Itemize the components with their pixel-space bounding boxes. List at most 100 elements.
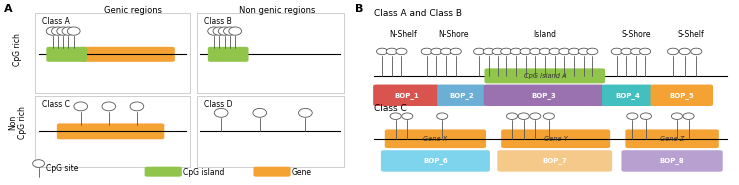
Text: N-Shore: N-Shore — [438, 30, 469, 39]
Ellipse shape — [390, 113, 401, 120]
Text: BOP_1: BOP_1 — [394, 92, 419, 99]
Ellipse shape — [667, 48, 678, 55]
FancyBboxPatch shape — [57, 123, 164, 139]
Text: A: A — [4, 4, 12, 14]
Text: CpG Island A: CpG Island A — [523, 73, 566, 79]
Ellipse shape — [640, 113, 652, 120]
Ellipse shape — [299, 108, 313, 117]
Ellipse shape — [539, 48, 551, 55]
Ellipse shape — [639, 48, 650, 55]
Text: Class C: Class C — [42, 100, 70, 109]
Text: BOP_4: BOP_4 — [615, 92, 640, 99]
Ellipse shape — [229, 27, 242, 35]
Ellipse shape — [500, 48, 512, 55]
Ellipse shape — [611, 48, 622, 55]
FancyBboxPatch shape — [602, 85, 653, 106]
Ellipse shape — [691, 48, 702, 55]
Ellipse shape — [518, 113, 529, 120]
Text: Class B: Class B — [204, 17, 231, 26]
Ellipse shape — [47, 27, 59, 35]
Text: N-Shelf: N-Shelf — [389, 30, 418, 39]
FancyBboxPatch shape — [621, 150, 723, 172]
FancyBboxPatch shape — [497, 150, 612, 172]
Text: BOP_8: BOP_8 — [660, 157, 684, 164]
Ellipse shape — [57, 27, 69, 35]
Text: S-Shelf: S-Shelf — [677, 30, 704, 39]
Text: S-Shore: S-Shore — [621, 30, 651, 39]
Text: Gene: Gene — [291, 168, 311, 176]
Ellipse shape — [440, 48, 452, 55]
Ellipse shape — [630, 48, 641, 55]
FancyBboxPatch shape — [385, 130, 486, 148]
Ellipse shape — [437, 113, 448, 120]
Ellipse shape — [376, 48, 388, 55]
Ellipse shape — [627, 113, 638, 120]
Ellipse shape — [102, 102, 116, 111]
Text: CpG rich: CpG rich — [13, 33, 22, 66]
Ellipse shape — [530, 48, 541, 55]
Text: Gene Z: Gene Z — [660, 136, 684, 142]
Ellipse shape — [130, 102, 144, 111]
FancyBboxPatch shape — [145, 167, 182, 177]
Ellipse shape — [402, 113, 413, 120]
Bar — [35, 96, 190, 166]
Ellipse shape — [559, 48, 570, 55]
Ellipse shape — [679, 48, 690, 55]
Ellipse shape — [511, 48, 522, 55]
Text: BOP_2: BOP_2 — [449, 92, 474, 99]
Text: Gene Y: Gene Y — [544, 136, 568, 142]
FancyBboxPatch shape — [650, 85, 713, 106]
FancyBboxPatch shape — [373, 85, 440, 106]
Text: Island: Island — [534, 30, 556, 39]
FancyBboxPatch shape — [437, 85, 486, 106]
FancyBboxPatch shape — [80, 47, 175, 62]
Text: Non
CpG rich: Non CpG rich — [8, 106, 27, 139]
FancyBboxPatch shape — [208, 47, 248, 62]
Bar — [197, 13, 344, 92]
Ellipse shape — [568, 48, 579, 55]
Ellipse shape — [396, 48, 407, 55]
Text: BOP_7: BOP_7 — [542, 157, 567, 164]
Ellipse shape — [431, 48, 442, 55]
Ellipse shape — [474, 48, 485, 55]
Text: Class C: Class C — [375, 104, 407, 113]
Ellipse shape — [530, 113, 541, 120]
Ellipse shape — [218, 27, 231, 35]
Ellipse shape — [671, 113, 683, 120]
FancyBboxPatch shape — [501, 130, 610, 148]
Text: CpG island: CpG island — [183, 168, 224, 176]
Text: BOP_3: BOP_3 — [531, 92, 556, 99]
Text: Genic regions: Genic regions — [104, 6, 163, 15]
Text: BOP_5: BOP_5 — [670, 92, 694, 99]
Text: B: B — [355, 4, 364, 14]
Ellipse shape — [74, 102, 88, 111]
Ellipse shape — [483, 48, 494, 55]
Ellipse shape — [587, 48, 598, 55]
Text: Non genic regions: Non genic regions — [239, 6, 316, 15]
Text: Class A and Class B: Class A and Class B — [375, 9, 463, 18]
Ellipse shape — [214, 108, 228, 117]
FancyBboxPatch shape — [47, 47, 87, 62]
Ellipse shape — [223, 27, 236, 35]
Ellipse shape — [578, 48, 590, 55]
Ellipse shape — [520, 48, 531, 55]
FancyBboxPatch shape — [253, 167, 290, 177]
Ellipse shape — [683, 113, 694, 120]
FancyBboxPatch shape — [381, 150, 490, 172]
Ellipse shape — [208, 27, 220, 35]
Ellipse shape — [213, 27, 226, 35]
Text: BOP_6: BOP_6 — [423, 157, 448, 164]
Ellipse shape — [253, 108, 267, 117]
Text: CpG site: CpG site — [46, 164, 78, 173]
FancyBboxPatch shape — [484, 85, 605, 106]
Text: Class D: Class D — [204, 100, 232, 109]
Ellipse shape — [506, 113, 517, 120]
Text: Gene X: Gene X — [423, 136, 448, 142]
Text: Class A: Class A — [42, 17, 70, 26]
Ellipse shape — [33, 160, 44, 167]
Ellipse shape — [543, 113, 554, 120]
FancyBboxPatch shape — [625, 130, 719, 148]
Ellipse shape — [386, 48, 398, 55]
Ellipse shape — [621, 48, 632, 55]
Ellipse shape — [421, 48, 432, 55]
